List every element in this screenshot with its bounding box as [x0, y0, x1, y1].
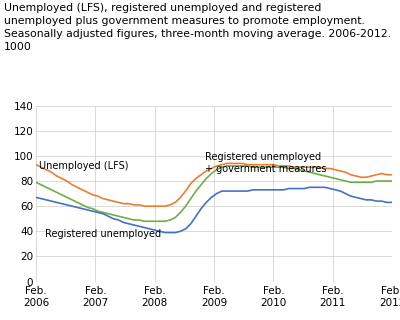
Text: Registered unemployed: Registered unemployed	[45, 229, 161, 239]
Text: Registered unemployed
+ government measures: Registered unemployed + government measu…	[205, 152, 327, 174]
Text: Unemployed (LFS): Unemployed (LFS)	[39, 161, 128, 171]
Text: Unemployed (LFS), registered unemployed and registered
unemployed plus governmen: Unemployed (LFS), registered unemployed …	[4, 3, 391, 52]
